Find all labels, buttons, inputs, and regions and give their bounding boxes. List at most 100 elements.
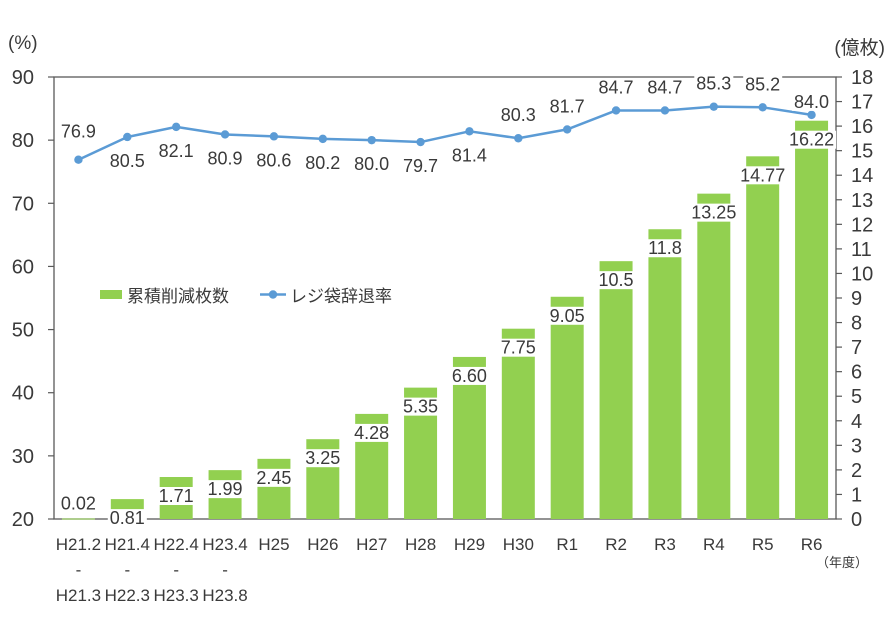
line-value-label-bg xyxy=(303,153,343,172)
x-category-label: R4 xyxy=(703,535,725,554)
bar-value-label: 1.71 xyxy=(159,486,194,506)
line-value-label: 81.4 xyxy=(452,145,487,165)
x-category-label: H28 xyxy=(405,535,436,554)
bar-value-label: 0.02 xyxy=(61,494,96,514)
x-category-label: - xyxy=(173,561,179,580)
x-category-label: H23.3 xyxy=(154,586,199,605)
bar-value-label-bg xyxy=(498,338,538,357)
line-value-label-bg xyxy=(547,97,587,116)
bar-value-label-bg xyxy=(205,480,245,499)
bar-value-label-bg xyxy=(646,239,684,258)
bar-value-label: 7.75 xyxy=(501,338,536,358)
line-point xyxy=(220,130,230,139)
left-axis-tick-label: 20 xyxy=(12,509,34,531)
x-category-label: R1 xyxy=(556,535,578,554)
line-value-label-bg xyxy=(156,141,196,160)
x-category-label: - xyxy=(76,561,82,580)
line-value-label: 80.5 xyxy=(110,151,145,171)
bar-value-label: 14.77 xyxy=(740,165,785,185)
line-value-label-bg xyxy=(107,151,147,170)
line-point xyxy=(807,110,816,120)
right-axis-tick-label: 2 xyxy=(851,460,862,482)
bar-value-label: 16.22 xyxy=(789,130,834,150)
legend-item-line: レジ袋辞退率 xyxy=(259,282,392,307)
line-value-label-bg xyxy=(645,78,685,97)
x-category-label: R5 xyxy=(752,535,774,554)
line-point xyxy=(465,127,474,136)
bar-value-label: 9.05 xyxy=(550,306,585,326)
x-category-label: H29 xyxy=(454,535,485,554)
line-point xyxy=(514,134,523,143)
line-value-label: 84.0 xyxy=(794,92,829,112)
line-point xyxy=(123,132,132,142)
line-value-label-bg xyxy=(498,106,538,125)
right-axis-unit: (億枚) xyxy=(834,38,885,59)
bar-value-label-bg xyxy=(58,494,98,513)
bar-value-label: 3.25 xyxy=(305,448,340,468)
bar-value-label-bg xyxy=(401,397,441,416)
right-axis-tick-label: 4 xyxy=(851,411,862,433)
bar-value-label-bg xyxy=(547,306,587,325)
x-category-label: H21.2 xyxy=(56,535,101,554)
x-category-label: - xyxy=(124,561,130,580)
line-value-label: 80.2 xyxy=(305,153,340,173)
line-value-label-bg xyxy=(792,92,832,111)
line-value-label: 84.7 xyxy=(599,77,634,97)
right-axis-tick-label: 7 xyxy=(851,337,862,359)
right-axis-tick-label: 0 xyxy=(851,509,862,531)
bar xyxy=(795,120,829,519)
bar xyxy=(501,328,535,519)
x-category-label: - xyxy=(222,561,228,580)
line-point xyxy=(367,135,376,145)
legend: 累積削減枚数 レジ袋辞退率 xyxy=(100,282,392,307)
line-value-label-bg xyxy=(401,157,441,176)
bar-value-label: 13.25 xyxy=(691,203,736,223)
line-value-label: 79.7 xyxy=(403,156,438,176)
right-axis-tick-label: 8 xyxy=(851,313,862,335)
line-value-label-bg xyxy=(58,122,98,141)
x-category-label: H22.4 xyxy=(154,535,199,554)
line-value-label: 80.6 xyxy=(256,150,291,170)
line-point xyxy=(269,132,279,141)
right-axis-tick-label: 11 xyxy=(851,239,872,261)
bar-value-label: 4.28 xyxy=(354,423,389,443)
line-value-label: 85.2 xyxy=(745,74,780,94)
right-axis-tick-label: 6 xyxy=(851,362,862,384)
bar-value-label: 11.8 xyxy=(648,238,682,258)
bar-value-label-bg xyxy=(738,166,788,185)
bar-value-label-bg xyxy=(352,423,392,442)
bar-value-label: 6.60 xyxy=(452,366,487,386)
line-value-label: 81.7 xyxy=(550,96,585,116)
line-value-label-bg xyxy=(449,146,489,165)
bar-value-label-bg xyxy=(303,449,343,468)
left-axis-tick-label: 60 xyxy=(12,256,34,278)
bar-value-label-bg xyxy=(107,509,147,528)
bar-value-label: 2.45 xyxy=(256,468,291,488)
left-axis-tick-label: 80 xyxy=(12,130,34,152)
line-value-label-bg xyxy=(596,78,636,97)
x-category-label: H23.4 xyxy=(202,535,247,554)
legend-label-line: レジ袋辞退率 xyxy=(290,287,392,306)
x-axis-unit: （年度） xyxy=(816,555,869,570)
bar xyxy=(746,156,780,519)
left-axis-tick-label: 40 xyxy=(12,383,34,405)
line-value-label: 85.3 xyxy=(696,74,731,94)
x-category-label: H26 xyxy=(307,535,338,554)
line-swatch-icon xyxy=(260,290,286,299)
line-point xyxy=(318,134,328,144)
line-point xyxy=(562,125,572,134)
legend-label-bars: 累積削減枚数 xyxy=(127,287,229,306)
line-point xyxy=(171,122,181,132)
x-category-label: H21.3 xyxy=(56,586,101,605)
line-value-label: 82.1 xyxy=(159,141,194,161)
x-category-label: R3 xyxy=(654,535,676,554)
line-series xyxy=(77,105,812,161)
right-axis-tick-label: 14 xyxy=(851,165,873,187)
line-value-label: 84.7 xyxy=(647,77,682,97)
right-axis-tick-label: 16 xyxy=(851,116,873,138)
line-point xyxy=(611,106,621,115)
left-axis-tick-label: 30 xyxy=(12,446,34,468)
x-category-label: H30 xyxy=(503,535,534,554)
bar-value-label-bg xyxy=(787,130,837,149)
